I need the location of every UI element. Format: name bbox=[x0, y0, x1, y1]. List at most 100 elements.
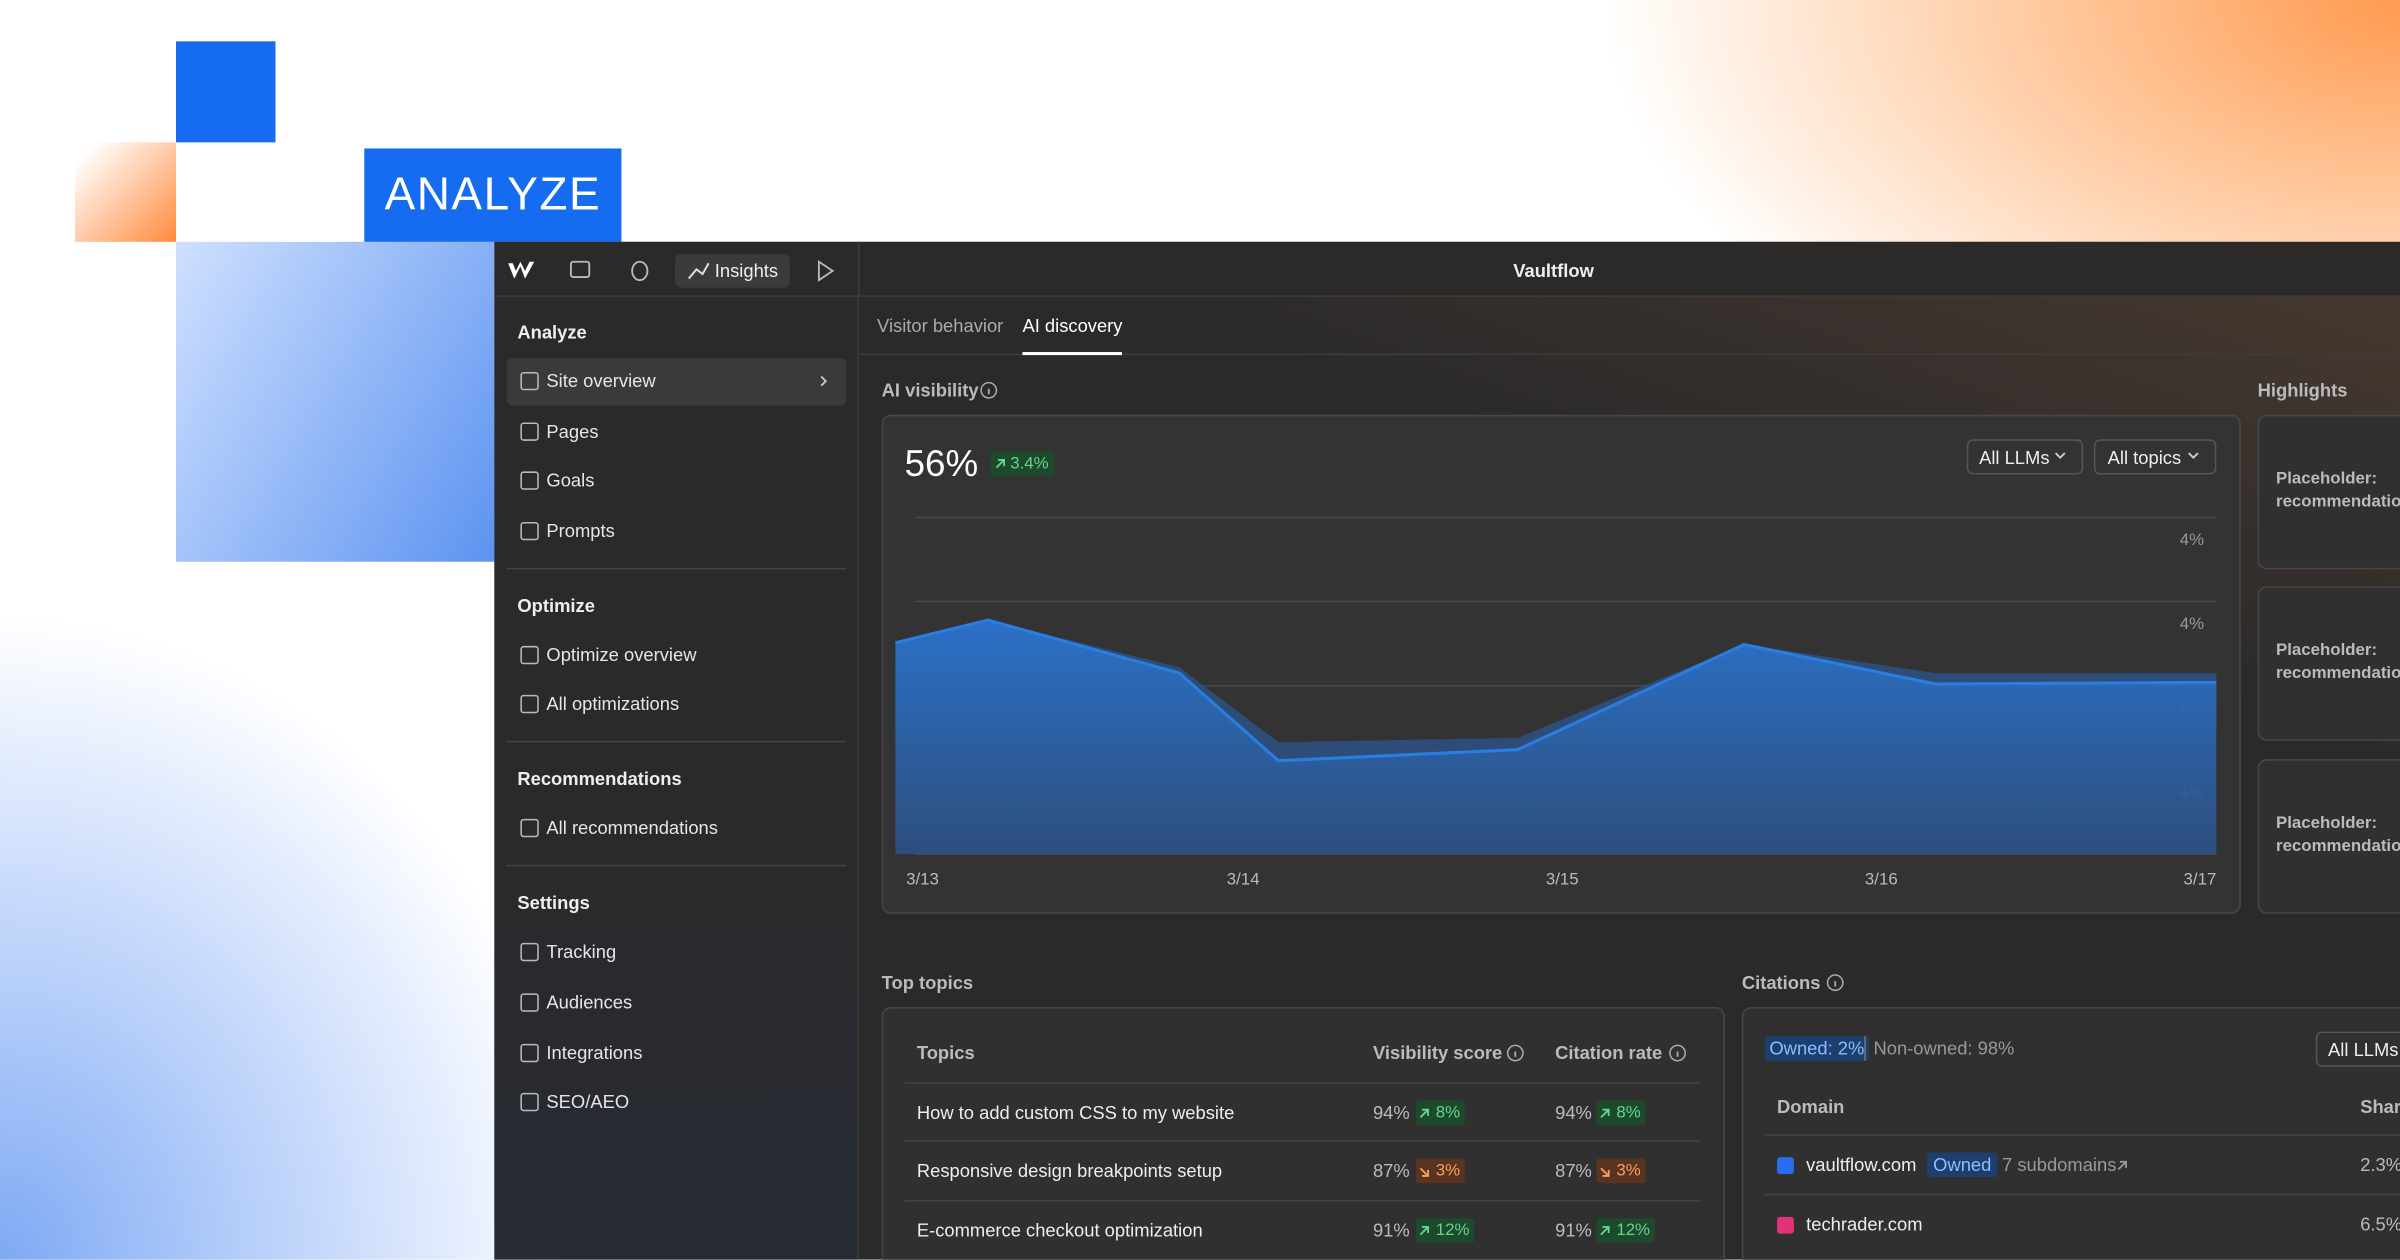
visibility-change: 3.4% bbox=[990, 451, 1055, 477]
x-tick-label: 3/14 bbox=[1227, 870, 1260, 889]
citations-label: Citations bbox=[1741, 971, 1821, 994]
area bbox=[895, 620, 2217, 855]
badge-divider bbox=[1864, 1036, 1866, 1061]
highlights-label: Highlights bbox=[2257, 379, 2348, 402]
subdomains[interactable]: 7 subdomains bbox=[2002, 1154, 2117, 1176]
share: 2.3% bbox=[2360, 1154, 2400, 1176]
topics-header: Topics bbox=[916, 1042, 975, 1064]
tab[interactable]: Visitor behavior bbox=[877, 315, 1004, 337]
nav-item[interactable]: Tracking bbox=[546, 941, 617, 964]
top-bar bbox=[494, 241, 2400, 297]
row-divider bbox=[1764, 1193, 2400, 1195]
visibility-score: 91% bbox=[1372, 1219, 1410, 1241]
citation-rate: 91% bbox=[1555, 1219, 1592, 1241]
share: 6.5% bbox=[2360, 1213, 2400, 1235]
info-icon bbox=[1669, 1044, 1686, 1062]
filter-llms[interactable]: All LLMs bbox=[1966, 439, 2084, 475]
nav-item[interactable]: Prompts bbox=[546, 520, 615, 542]
nav-item[interactable]: Optimize overview bbox=[546, 644, 697, 666]
trend-badge: 3% bbox=[1415, 1159, 1465, 1184]
nav-icon bbox=[520, 471, 539, 491]
nav-icon bbox=[520, 943, 539, 962]
citation-rate: 87% bbox=[1555, 1160, 1592, 1183]
nav-icon bbox=[520, 819, 539, 838]
topic: How to add custom CSS to my website bbox=[916, 1102, 1235, 1124]
x-tick-label: 3/16 bbox=[1865, 870, 1898, 889]
chevron bbox=[820, 375, 828, 387]
nav-item[interactable]: All optimizations bbox=[546, 693, 680, 716]
nav-icon bbox=[520, 695, 539, 714]
row-divider bbox=[1764, 1134, 2400, 1136]
section-title: Recommendations bbox=[517, 768, 682, 791]
info-icon bbox=[1506, 1044, 1524, 1062]
share-header: Share bbox=[2360, 1095, 2400, 1118]
toolbar-active[interactable]: Insights bbox=[714, 260, 779, 282]
cms-icon[interactable] bbox=[631, 260, 649, 282]
brand-label: ANALYZE bbox=[364, 148, 622, 242]
domain-header: Domain bbox=[1777, 1095, 1845, 1118]
filter-topics[interactable]: All topics bbox=[2093, 439, 2217, 475]
row-divider bbox=[904, 1082, 1701, 1084]
visibility-header: Visibility score bbox=[1372, 1042, 1503, 1064]
trend-arrow bbox=[1600, 1226, 1610, 1236]
favicon bbox=[1777, 1216, 1794, 1233]
owned-tag: Owned bbox=[1927, 1152, 1998, 1178]
citation-rate: 94% bbox=[1555, 1102, 1592, 1124]
trend-arrow bbox=[1600, 1167, 1610, 1177]
nav-item[interactable]: Site overview bbox=[546, 370, 656, 392]
nav-item[interactable]: Pages bbox=[546, 420, 599, 442]
nav-item[interactable]: SEO/AEO bbox=[546, 1091, 630, 1114]
visibility-score: 87% bbox=[1372, 1160, 1410, 1183]
topic: E-commerce checkout optimization bbox=[916, 1219, 1203, 1241]
info-icon bbox=[1826, 974, 1844, 992]
owned-badge: Owned: 2% bbox=[1764, 1036, 1869, 1061]
nav-item[interactable]: Audiences bbox=[546, 991, 633, 1014]
highlight-text: Placeholder: recommendation bbox=[2276, 814, 2400, 856]
nav-icon bbox=[520, 645, 539, 664]
visibility-value: 56% bbox=[904, 443, 979, 486]
nav-icon bbox=[520, 1093, 539, 1112]
sidebar-divider bbox=[506, 741, 847, 743]
deco-light-blue bbox=[176, 241, 495, 562]
nav-icon bbox=[520, 993, 539, 1012]
nav-item[interactable]: All recommendations bbox=[546, 817, 718, 840]
nav-icon bbox=[520, 371, 539, 391]
trend-arrow bbox=[995, 459, 1005, 469]
sidebar-divider bbox=[506, 567, 847, 570]
trend-arrow bbox=[1419, 1167, 1429, 1177]
topic: Responsive design breakpoints setup bbox=[916, 1160, 1223, 1183]
x-tick-label: 3/17 bbox=[2184, 870, 2217, 889]
domain: vaultflow.com bbox=[1806, 1154, 1917, 1176]
nav-item-active-bg[interactable] bbox=[506, 358, 847, 406]
chevron bbox=[2188, 452, 2199, 459]
highlight-text: Placeholder: recommendation bbox=[2276, 641, 2400, 683]
nav-icon bbox=[520, 421, 539, 441]
y-tick-label: 4% bbox=[2180, 530, 2204, 549]
logo bbox=[508, 261, 535, 279]
highlight-text: Placeholder: recommendation bbox=[2276, 469, 2400, 512]
play-icon[interactable] bbox=[817, 260, 835, 282]
x-tick-label: 3/13 bbox=[906, 870, 939, 889]
nav-item[interactable]: Integrations bbox=[546, 1041, 643, 1064]
trend-arrow bbox=[1419, 1108, 1429, 1118]
x-tick-label: 3/15 bbox=[1546, 870, 1579, 889]
visibility-label: AI visibility bbox=[881, 379, 979, 402]
tab-active[interactable]: AI discovery bbox=[1022, 314, 1123, 356]
citation-header: Citation rate bbox=[1555, 1042, 1663, 1064]
trend-badge: 8% bbox=[1415, 1100, 1465, 1125]
section-title: Settings bbox=[517, 892, 590, 915]
nav-item[interactable]: Goals bbox=[546, 470, 595, 492]
section-title: Optimize bbox=[517, 595, 595, 617]
trend-arrow bbox=[1419, 1226, 1429, 1236]
designer-icon[interactable] bbox=[569, 260, 591, 278]
trend-badge: 8% bbox=[1596, 1100, 1646, 1125]
row-divider bbox=[904, 1199, 1701, 1201]
visibility-score: 94% bbox=[1372, 1102, 1410, 1124]
app-title: Vaultflow bbox=[1513, 260, 1594, 282]
citations-filter[interactable]: All LLMs bbox=[2315, 1031, 2400, 1067]
favicon bbox=[1777, 1157, 1794, 1174]
